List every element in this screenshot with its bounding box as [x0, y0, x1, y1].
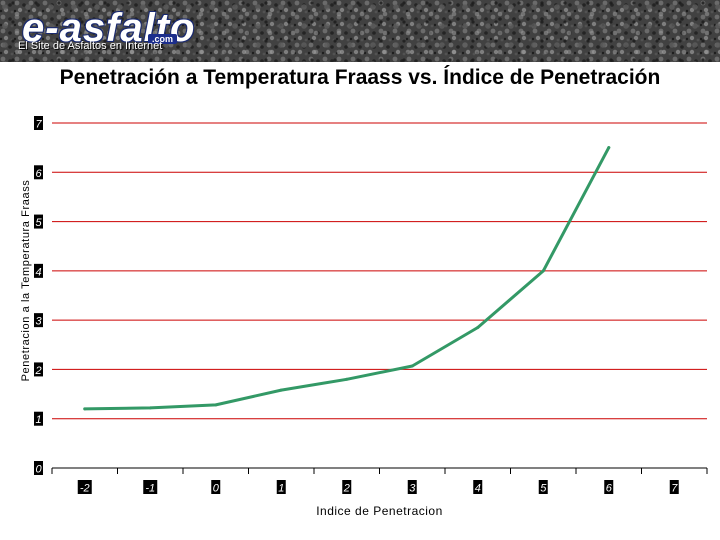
x-tick-label-bg-1 [276, 480, 286, 494]
x-axis-title: Indice de Penetracion [316, 504, 443, 518]
y-tick-label-5: 5 [35, 217, 42, 229]
y-tick-label-bg-3 [34, 313, 43, 328]
data-point-5 [541, 269, 545, 273]
y-tick-label-1: 1 [35, 414, 41, 426]
asphalt-texture [0, 0, 720, 62]
y-axis-title: Penetracion a la Temperatura Fraass [20, 180, 32, 382]
x-tick-label-bg--1 [143, 480, 158, 494]
x-tick-label-3: 3 [409, 483, 416, 495]
x-tick-label-1: 1 [278, 483, 284, 495]
x-tick-label-bg-3 [407, 480, 417, 494]
x-tick-label-bg-6 [604, 480, 614, 494]
y-tick-label-3: 3 [35, 316, 42, 328]
y-tick-label-bg-4 [34, 263, 43, 278]
data-point-1 [279, 388, 283, 392]
x-tick-label--1: -1 [145, 483, 155, 495]
x-tick-label-2: 2 [343, 483, 350, 495]
data-point-0 [214, 403, 218, 407]
y-tick-label-4: 4 [35, 266, 41, 278]
x-tick-label-5: 5 [540, 483, 547, 495]
data-point-2 [345, 377, 349, 381]
y-tick-label-bg-5 [34, 214, 43, 229]
x-tick-label-6: 6 [606, 483, 613, 495]
data-point--2 [83, 407, 87, 411]
x-tick-label-0: 0 [213, 483, 220, 495]
x-tick-label-bg-0 [211, 480, 221, 494]
data-point-6 [607, 146, 611, 150]
y-tick-label-2: 2 [34, 365, 41, 377]
header-banner: e-asfalto .com El Site de Asfaltos en In… [0, 0, 720, 62]
x-tick-label--2: -2 [80, 483, 90, 495]
x-tick-label-7: 7 [671, 483, 678, 495]
y-tick-label-bg-6 [34, 165, 43, 180]
y-tick-label-6: 6 [35, 168, 42, 180]
x-tick-label-bg-4 [473, 480, 483, 494]
logo-tagline: El Site de Asfaltos en Internet [18, 40, 163, 52]
data-point-4 [476, 326, 480, 330]
data-point-3 [410, 364, 414, 368]
y-tick-label-bg-0 [34, 461, 43, 475]
y-tick-label-0: 0 [35, 464, 42, 476]
y-tick-label-bg-2 [34, 362, 43, 377]
logo-suffix: .com [148, 34, 178, 44]
x-tick-label-4: 4 [475, 483, 481, 495]
x-tick-label-bg-7 [669, 480, 679, 494]
y-tick-label-bg-7 [34, 116, 43, 130]
y-tick-label-7: 7 [35, 119, 42, 131]
x-tick-label-bg--2 [77, 480, 92, 494]
y-tick-label-bg-1 [34, 411, 43, 426]
x-tick-label-bg-2 [342, 480, 352, 494]
chart-title: Penetración a Temperatura Fraass vs. Índ… [59, 66, 661, 89]
data-point--1 [148, 406, 152, 410]
x-tick-label-bg-5 [538, 480, 548, 494]
